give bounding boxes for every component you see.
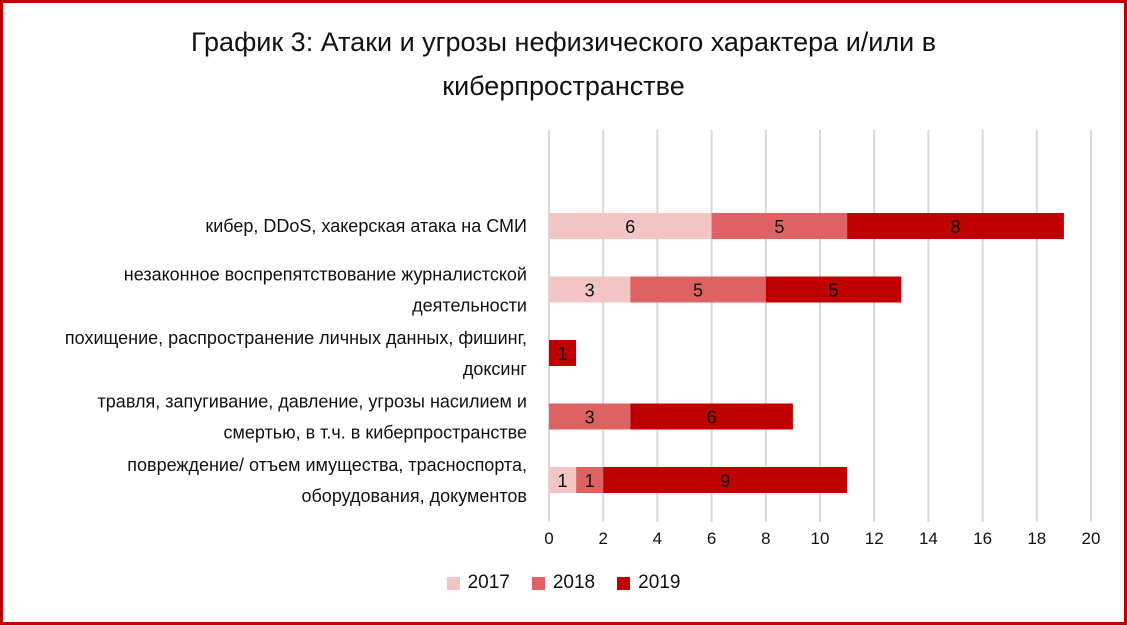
legend-item: 2019 [617, 572, 680, 594]
chart-title: График 3: Атаки и угрозы нефизического х… [0, 20, 1127, 108]
data-label: 3 [585, 408, 595, 428]
data-label: 1 [558, 344, 568, 364]
x-tick-label: 4 [653, 529, 662, 548]
legend-item: 2017 [446, 572, 510, 594]
legend-label: 2017 [467, 572, 510, 593]
x-tick-label: 6 [707, 529, 716, 548]
x-tick-label: 8 [761, 529, 770, 548]
x-tick-label: 10 [811, 529, 830, 548]
legend-label: 2018 [552, 572, 596, 593]
bar-segment-2017 [549, 276, 631, 303]
data-label: 8 [950, 217, 960, 237]
bar-segment-2019 [603, 467, 848, 493]
category-label: деятельности [412, 296, 527, 316]
x-tick-label: 18 [1027, 529, 1046, 548]
x-tick-label: 20 [1082, 529, 1101, 548]
legend-swatch [617, 576, 631, 590]
data-label: 6 [707, 408, 717, 428]
data-label: 1 [585, 471, 595, 491]
bar-segment-2018 [630, 276, 766, 303]
legend: 2017 2018 2019 [0, 572, 1127, 594]
bar-segment-2018 [576, 467, 604, 493]
category-label: похищение, распространение личных данных… [65, 328, 527, 348]
x-tick-label: 16 [973, 529, 992, 548]
bar-segment-2017 [549, 467, 577, 493]
x-tick-label: 2 [598, 529, 607, 548]
x-tick-label: 14 [919, 529, 938, 548]
x-tick-label: 12 [865, 529, 884, 548]
chart-title-line-2: киберпространстве [442, 71, 685, 101]
legend-swatch [446, 576, 460, 590]
data-label: 5 [693, 281, 703, 301]
category-label: оборудования, документов [301, 486, 527, 506]
category-label: повреждение/ отъем имущества, трасноспор… [127, 455, 527, 475]
chart-title-line-1: График 3: Атаки и угрозы нефизического х… [190, 27, 937, 57]
legend-item: 2018 [531, 572, 596, 594]
category-label: кибер, DDoS, хакерская атака на СМИ [205, 216, 527, 236]
category-label: доксинг [463, 359, 528, 379]
category-label: смертью, в т.ч. в киберпространстве [223, 423, 527, 443]
bar-segment-2018 [711, 213, 848, 239]
category-label: незаконное воспрепятствование журналистс… [124, 265, 527, 285]
x-tick-label: 0 [544, 529, 553, 548]
bar-segment-2019 [847, 213, 1064, 239]
bar-segment-2019 [765, 276, 902, 303]
bar-segment-2019 [630, 403, 793, 430]
data-label: 6 [625, 217, 635, 237]
data-label: 3 [585, 281, 595, 301]
category-label: травля, запугивание, давление, угрозы на… [98, 392, 527, 412]
data-label: 1 [558, 471, 568, 491]
data-label: 9 [720, 471, 730, 491]
data-label: 5 [774, 217, 784, 237]
bar-segment-2018 [549, 403, 631, 430]
legend-swatch [531, 576, 545, 590]
bar-segment-2019 [549, 340, 577, 366]
bar-segment-2017 [549, 213, 712, 239]
legend-label: 2019 [638, 572, 681, 593]
data-label: 5 [829, 281, 839, 301]
